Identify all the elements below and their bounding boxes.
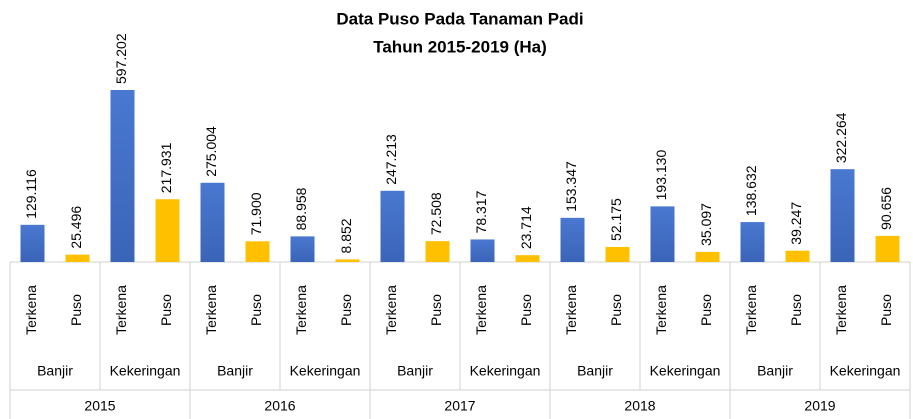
bar [245, 241, 270, 262]
data-label: 88.958 [293, 187, 309, 230]
data-label: 35.097 [698, 203, 714, 246]
x-tick-label: Terkena [563, 285, 579, 335]
data-label: 138.632 [743, 165, 759, 216]
cause-label: Kekeringan [830, 363, 901, 379]
data-label: 129.116 [23, 169, 39, 219]
data-label: 153.347 [563, 161, 579, 212]
x-tick-label: Puso [248, 294, 264, 326]
bar [290, 236, 315, 262]
bar [695, 251, 720, 262]
x-tick-label: Terkena [383, 285, 399, 335]
data-label: 275.004 [203, 126, 219, 177]
x-tick-label: Puso [158, 294, 174, 326]
x-tick-label: Terkena [113, 285, 129, 335]
cause-label: Banjir [397, 363, 433, 379]
x-tick-label: Puso [608, 294, 624, 326]
bar [425, 241, 450, 262]
data-label: 39.247 [788, 202, 804, 245]
year-label: 2019 [804, 398, 835, 414]
bar [335, 259, 360, 262]
bar [605, 246, 630, 262]
bar [155, 199, 180, 262]
data-label: 597.202 [113, 33, 129, 84]
data-label: 322.264 [833, 112, 849, 163]
year-label: 2016 [264, 398, 295, 414]
bar [560, 217, 585, 262]
x-tick-label: Terkena [743, 285, 759, 335]
cause-label: Banjir [757, 363, 793, 379]
cause-label: Banjir [37, 363, 73, 379]
bar [110, 90, 135, 262]
bar [830, 169, 855, 262]
year-label: 2015 [84, 398, 115, 414]
x-tick-label: Terkena [473, 285, 489, 335]
x-tick-label: Terkena [833, 285, 849, 335]
x-tick-label: Terkena [203, 285, 219, 335]
x-tick-label: Puso [878, 294, 894, 326]
chart-title: Data Puso Pada Tanaman Padi [336, 9, 583, 28]
x-tick-label: Puso [518, 294, 534, 326]
bar [470, 239, 495, 262]
x-tick-label: Terkena [293, 285, 309, 335]
data-label: 193.130 [653, 150, 669, 201]
bar [380, 190, 405, 262]
bar [20, 224, 45, 262]
bar [515, 255, 540, 262]
cause-label: Kekeringan [290, 363, 361, 379]
x-tick-label: Puso [68, 294, 84, 326]
year-label: 2018 [624, 398, 655, 414]
x-tick-label: Puso [338, 294, 354, 326]
data-label: 25.496 [68, 206, 84, 249]
bar [650, 206, 675, 262]
data-label: 71.900 [248, 192, 264, 235]
data-label: 217.931 [158, 142, 174, 193]
bar [65, 254, 90, 262]
cause-label: Banjir [577, 363, 613, 379]
cause-label: Kekeringan [650, 363, 721, 379]
x-tick-label: Puso [428, 294, 444, 326]
bar [200, 182, 225, 262]
data-label: 23.714 [518, 206, 534, 249]
data-label: 72.508 [428, 192, 444, 235]
bar [740, 222, 765, 262]
x-tick-label: Terkena [23, 285, 39, 335]
chart-title: Tahun 2015-2019 (Ha) [373, 37, 547, 56]
data-label: 90.656 [878, 187, 894, 230]
year-label: 2017 [444, 398, 475, 414]
cause-label: Kekeringan [110, 363, 181, 379]
cause-label: Kekeringan [470, 363, 541, 379]
bar [785, 250, 810, 262]
x-tick-label: Puso [698, 294, 714, 326]
data-label: 52.175 [608, 198, 624, 241]
cause-label: Banjir [217, 363, 253, 379]
data-label: 78.317 [473, 190, 489, 233]
x-tick-label: Puso [788, 294, 804, 326]
data-label: 247.213 [383, 134, 399, 185]
x-tick-label: Terkena [653, 285, 669, 335]
data-label: 8.852 [338, 218, 354, 253]
bar [875, 235, 900, 262]
